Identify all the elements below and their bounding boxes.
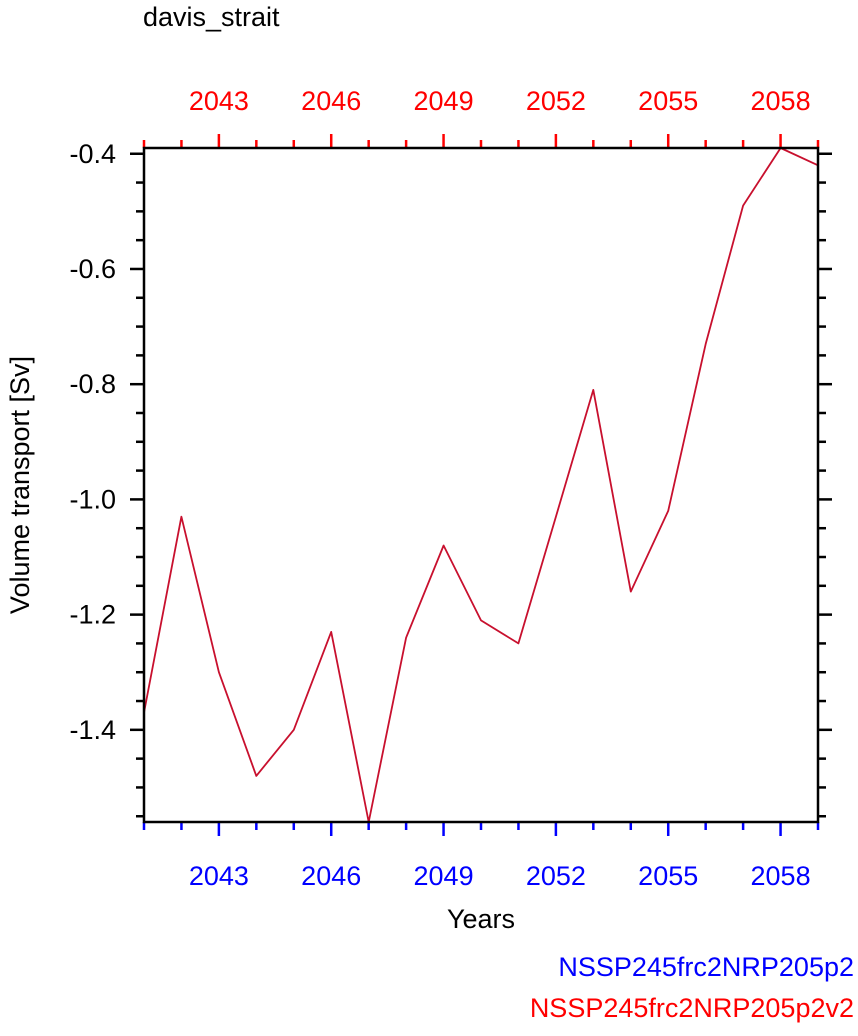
top-x-tick-label: 2052 — [526, 86, 586, 116]
top-x-tick-label: 2058 — [751, 86, 811, 116]
top-x-tick-label: 2046 — [301, 86, 361, 116]
y-tick-label: -1.0 — [69, 484, 116, 514]
y-tick-label: -0.4 — [69, 139, 116, 169]
legend-entry-1: NSSP245frc2NRP205p2 — [558, 952, 854, 982]
chart-title: davis_strait — [143, 2, 280, 32]
y-tick-label: -0.6 — [69, 254, 116, 284]
x-axis-title: Years — [447, 904, 515, 934]
top-x-tick-label: 2049 — [414, 86, 474, 116]
x-tick-label: 2052 — [526, 861, 586, 891]
y-tick-label: -1.2 — [69, 600, 116, 630]
x-tick-label: 2046 — [301, 861, 361, 891]
y-tick-label: -1.4 — [69, 715, 116, 745]
x-tick-label: 2043 — [189, 861, 249, 891]
top-x-tick-label: 2055 — [638, 86, 698, 116]
top-x-tick-label: 2043 — [189, 86, 249, 116]
x-tick-label: 2049 — [414, 861, 474, 891]
x-tick-label: 2055 — [638, 861, 698, 891]
series-line — [143, 147, 819, 823]
plot-frame — [142, 146, 820, 824]
y-axis-title: Volume transport [Sv] — [5, 356, 35, 614]
legend-entry-2: NSSP245frc2NRP205p2v2 — [529, 993, 854, 1023]
y-tick-label: -0.8 — [69, 369, 116, 399]
x-tick-label: 2058 — [751, 861, 811, 891]
